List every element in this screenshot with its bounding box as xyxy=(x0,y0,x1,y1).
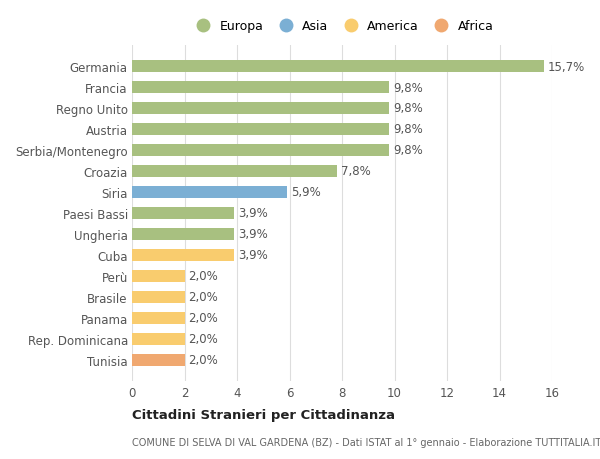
Text: 9,8%: 9,8% xyxy=(393,144,423,157)
Bar xyxy=(132,207,235,219)
Bar xyxy=(132,166,337,177)
Text: COMUNE DI SELVA DI VAL GARDENA (BZ) - Dati ISTAT al 1° gennaio - Elaborazione TU: COMUNE DI SELVA DI VAL GARDENA (BZ) - Da… xyxy=(132,437,600,447)
Text: 9,8%: 9,8% xyxy=(393,123,423,136)
Bar xyxy=(132,270,185,282)
Text: 2,0%: 2,0% xyxy=(188,291,218,304)
Bar xyxy=(132,313,185,324)
Text: 3,9%: 3,9% xyxy=(238,249,268,262)
Bar xyxy=(132,229,235,240)
Bar xyxy=(132,103,389,114)
Text: 2,0%: 2,0% xyxy=(188,270,218,283)
Bar xyxy=(132,124,389,135)
Bar xyxy=(132,354,185,366)
Text: 2,0%: 2,0% xyxy=(188,312,218,325)
Legend: Europa, Asia, America, Africa: Europa, Asia, America, Africa xyxy=(185,15,499,38)
Text: 9,8%: 9,8% xyxy=(393,81,423,94)
Text: 2,0%: 2,0% xyxy=(188,353,218,366)
Text: 9,8%: 9,8% xyxy=(393,102,423,115)
Bar xyxy=(132,333,185,345)
Text: 3,9%: 3,9% xyxy=(238,207,268,220)
Text: 7,8%: 7,8% xyxy=(341,165,370,178)
Text: 5,9%: 5,9% xyxy=(291,186,320,199)
Text: Cittadini Stranieri per Cittadinanza: Cittadini Stranieri per Cittadinanza xyxy=(132,408,395,421)
Bar xyxy=(132,145,389,157)
Bar xyxy=(132,291,185,303)
Text: 15,7%: 15,7% xyxy=(548,61,586,73)
Bar xyxy=(132,61,544,73)
Bar xyxy=(132,187,287,198)
Bar xyxy=(132,82,389,94)
Text: 2,0%: 2,0% xyxy=(188,333,218,346)
Bar xyxy=(132,250,235,261)
Text: 3,9%: 3,9% xyxy=(238,228,268,241)
